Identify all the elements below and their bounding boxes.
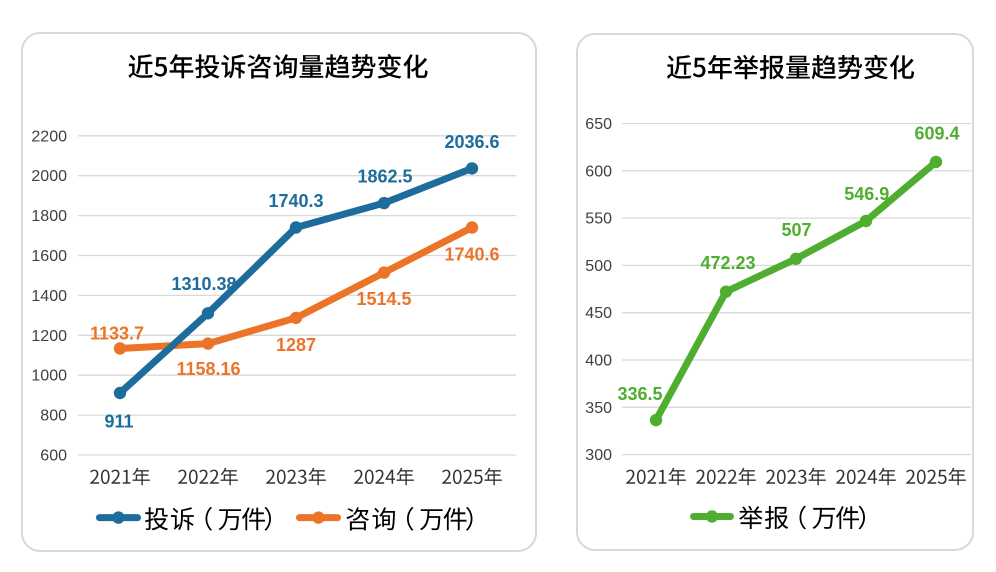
svg-text:1862.5: 1862.5 — [357, 167, 412, 187]
svg-text:1600: 1600 — [31, 248, 67, 265]
svg-text:1800: 1800 — [31, 208, 67, 225]
svg-text:600: 600 — [585, 163, 612, 180]
svg-text:2000: 2000 — [31, 168, 67, 185]
svg-text:911: 911 — [104, 412, 133, 432]
svg-text:507: 507 — [781, 220, 811, 240]
svg-text:350: 350 — [585, 400, 612, 417]
svg-text:300: 300 — [585, 447, 612, 464]
svg-text:2200: 2200 — [31, 128, 67, 145]
svg-text:1133.7: 1133.7 — [90, 324, 144, 344]
svg-text:550: 550 — [585, 211, 612, 228]
svg-text:2036.6: 2036.6 — [444, 132, 499, 152]
svg-text:800: 800 — [40, 408, 67, 425]
svg-text:472.23: 472.23 — [700, 253, 755, 273]
svg-text:1000: 1000 — [31, 368, 67, 385]
svg-text:1740.6: 1740.6 — [444, 245, 499, 265]
svg-text:609.4: 609.4 — [914, 124, 959, 144]
svg-text:1158.16: 1158.16 — [176, 359, 240, 379]
svg-text:1310.38: 1310.38 — [171, 274, 236, 294]
svg-text:1740.3: 1740.3 — [268, 191, 323, 211]
svg-text:500: 500 — [585, 258, 612, 275]
svg-text:1200: 1200 — [31, 328, 67, 345]
svg-text:650: 650 — [585, 116, 612, 133]
svg-text:450: 450 — [585, 305, 612, 322]
svg-text:546.9: 546.9 — [844, 184, 889, 204]
svg-text:336.5: 336.5 — [617, 384, 662, 404]
svg-text:1400: 1400 — [31, 288, 67, 305]
svg-text:1514.5: 1514.5 — [356, 289, 411, 309]
svg-text:600: 600 — [40, 448, 67, 465]
svg-text:1287: 1287 — [276, 335, 316, 355]
svg-text:400: 400 — [585, 353, 612, 370]
